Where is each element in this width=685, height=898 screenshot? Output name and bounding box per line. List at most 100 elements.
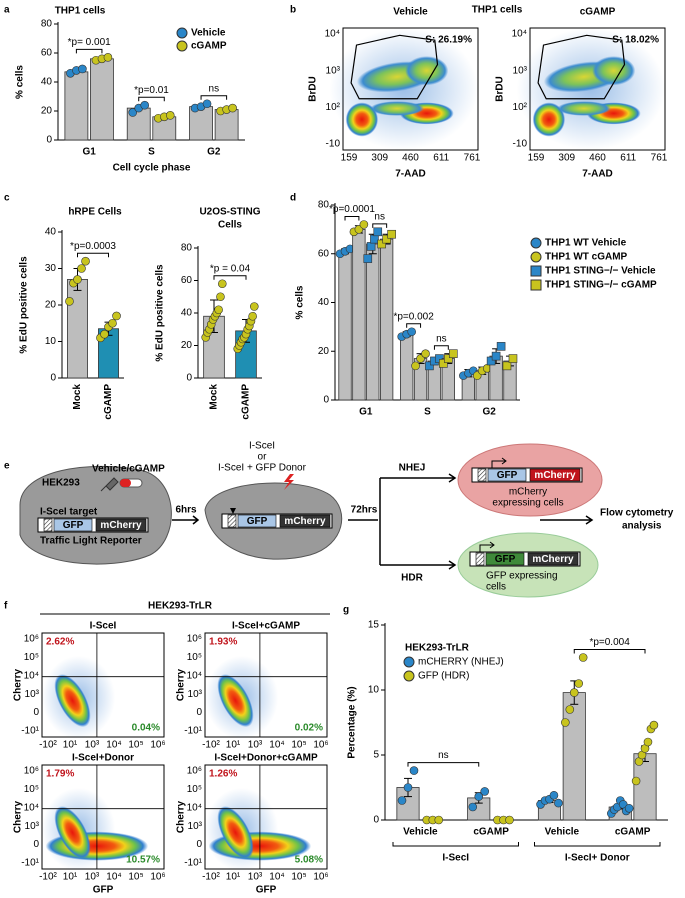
- y-tick-label: 20: [318, 346, 330, 357]
- annotation: ns: [209, 83, 220, 94]
- mcherry-box: [95, 518, 147, 532]
- annotation: *p=0.0003: [70, 241, 116, 252]
- x-tick-label: 10⁵: [291, 872, 306, 883]
- x-tick-label: 10⁵: [291, 740, 306, 751]
- legend-label: THP1 STING−/− cGAMP: [545, 280, 657, 291]
- x-tick-label: cGAMP: [615, 827, 651, 838]
- x-tick-label: -10²: [39, 740, 57, 751]
- cut-site: [475, 552, 485, 566]
- x-tick-label: 10⁵: [128, 740, 143, 751]
- legend-marker: [530, 265, 542, 277]
- data-point: [508, 354, 518, 363]
- y-tick-label: 0: [373, 815, 379, 826]
- legend-label: mCHERRY (NHEJ): [418, 657, 504, 668]
- data-point: [77, 264, 86, 273]
- group-bracket: [392, 842, 519, 847]
- y-tick-label: 80: [41, 19, 53, 30]
- density-band: [405, 56, 449, 86]
- panel-letter: a: [4, 5, 10, 16]
- data-point: [377, 239, 386, 249]
- promoter: [491, 457, 507, 468]
- density-blob: [217, 674, 254, 728]
- x-tick-label: -10²: [202, 872, 220, 883]
- x-tick-label: 10⁴: [106, 872, 121, 883]
- y-tick-label: 10⁵: [187, 784, 202, 795]
- panel-letter: c: [4, 193, 10, 204]
- y-tick-label: 10⁶: [187, 766, 202, 777]
- x-tick-label: G2: [482, 407, 496, 418]
- data-point: [411, 361, 420, 371]
- annotation: ns: [374, 211, 385, 222]
- bar: [64, 71, 89, 141]
- bar: [67, 279, 88, 379]
- x-tick-label: S: [148, 147, 155, 158]
- data-point: [363, 254, 373, 263]
- y-tick-label: 10: [368, 685, 380, 696]
- panel-letter: d: [290, 193, 296, 204]
- y-axis-label: Cherry: [13, 668, 24, 701]
- y-tick-label: -10: [513, 139, 528, 150]
- x-axis-label: GFP: [256, 885, 277, 896]
- x-tick-label: 10⁶: [150, 740, 165, 751]
- y-axis-label: Cherry: [13, 800, 24, 833]
- cell-label: expressing cells: [492, 498, 563, 509]
- gene-label: GFP: [63, 520, 84, 531]
- x-tick-label: Mock: [72, 384, 83, 410]
- panel-letter: f: [4, 601, 8, 612]
- y-tick-label: 0: [196, 707, 202, 718]
- x-tick-label: 611: [620, 153, 636, 164]
- cell-label: HEK293: [42, 478, 80, 489]
- chart-title: THP1 cells: [55, 6, 106, 17]
- data-point: [112, 311, 121, 321]
- data-point: [486, 356, 496, 366]
- y-tick-label: 0: [46, 135, 52, 146]
- x-tick-label: Vehicle: [403, 827, 438, 838]
- group-bracket: [534, 842, 661, 847]
- data-point: [409, 766, 419, 775]
- syringe: [100, 477, 119, 492]
- x-tick-label: 10³: [248, 740, 263, 751]
- panel-letter: b: [290, 5, 296, 16]
- y-axis-label: % EdU positive cells: [19, 256, 30, 354]
- gene-label: mCherry: [534, 470, 576, 481]
- panel-title: THP1 cells: [472, 5, 523, 16]
- data-point: [649, 720, 659, 730]
- bar: [380, 238, 394, 401]
- data-point: [434, 815, 444, 825]
- data-point: [73, 275, 82, 284]
- cell-label: GFP expressing: [486, 571, 558, 582]
- y-tick-label: -10¹: [21, 726, 39, 737]
- y-tick-label: 20: [181, 340, 193, 351]
- y-tick-label: 10³: [25, 821, 40, 832]
- y-tick-label: -10¹: [184, 726, 202, 737]
- quadrant-value: 1.79%: [46, 769, 74, 780]
- x-tick-label: S: [424, 407, 431, 418]
- y-tick-label: 0: [33, 839, 39, 850]
- quadrant-value: 0.04%: [132, 723, 160, 734]
- x-tick-label: 761: [464, 153, 481, 164]
- y-tick-label: 10⁴: [325, 29, 340, 40]
- data-point: [103, 53, 113, 62]
- arrow: [540, 515, 594, 525]
- enzyme-label: I-SceI + GFP Donor: [218, 463, 307, 474]
- y-tick-label: 40: [318, 297, 330, 308]
- arrow: [172, 515, 200, 525]
- x-tick-label: Vehicle: [545, 827, 580, 838]
- cut-site: [43, 518, 53, 532]
- target-label: I-SceI target: [40, 507, 98, 518]
- y-axis-label: % EdU positive cells: [155, 264, 166, 362]
- bolt: [284, 474, 294, 490]
- x-tick-label: 10⁴: [106, 740, 121, 751]
- plot-label: I-SceI+Donor: [72, 753, 134, 764]
- plot-label: Vehicle: [393, 7, 428, 18]
- x-tick-label: 10⁴: [269, 872, 284, 883]
- data-point: [387, 229, 396, 239]
- x-tick-label: 611: [433, 153, 449, 164]
- panel-letter: g: [343, 605, 349, 616]
- treatment-label: Vehicle/cGAMP: [92, 464, 165, 475]
- readout-label: Flow cytometry: [600, 508, 674, 519]
- y-tick-label: 10⁵: [24, 652, 39, 663]
- data-point: [228, 103, 237, 113]
- legend-marker: [403, 656, 415, 668]
